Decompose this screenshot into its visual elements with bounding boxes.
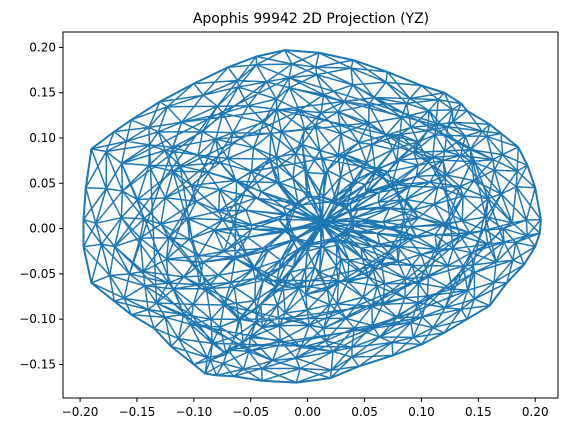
- x-tick-label: −0.20: [62, 405, 99, 419]
- x-tick-label: −0.10: [175, 405, 212, 419]
- y-axis: −0.15 −0.10 −0.05 0.00 0.05 0.10 0.15 0.20: [19, 40, 63, 371]
- y-tick-label: −0.15: [19, 357, 56, 371]
- mesh-layer: [82, 49, 542, 384]
- plot-frame: [62, 31, 559, 399]
- y-tick-label: −0.10: [19, 312, 56, 326]
- y-tick-label: 0.10: [29, 131, 56, 145]
- mesh-outline: [82, 49, 542, 384]
- chart-title: Apophis 99942 2D Projection (YZ): [193, 11, 429, 27]
- x-tick-label: −0.15: [119, 405, 156, 419]
- y-tick-label: −0.05: [19, 267, 56, 281]
- x-tick-label: 0.15: [465, 405, 492, 419]
- y-tick-label: 0.15: [29, 86, 56, 100]
- x-tick-label: −0.05: [232, 405, 269, 419]
- x-tick-label: 0.10: [408, 405, 435, 419]
- y-tick-label: 0.05: [29, 176, 56, 190]
- y-tick-label: 0.20: [29, 40, 56, 54]
- x-tick-label: 0.20: [522, 405, 549, 419]
- x-tick-label: 0.05: [351, 405, 378, 419]
- y-tick-label: 0.00: [29, 222, 56, 236]
- x-tick-label: 0.00: [294, 405, 321, 419]
- x-axis: −0.20 −0.15 −0.10 −0.05 0.00 0.05 0.10 0.15 0.20: [62, 398, 549, 419]
